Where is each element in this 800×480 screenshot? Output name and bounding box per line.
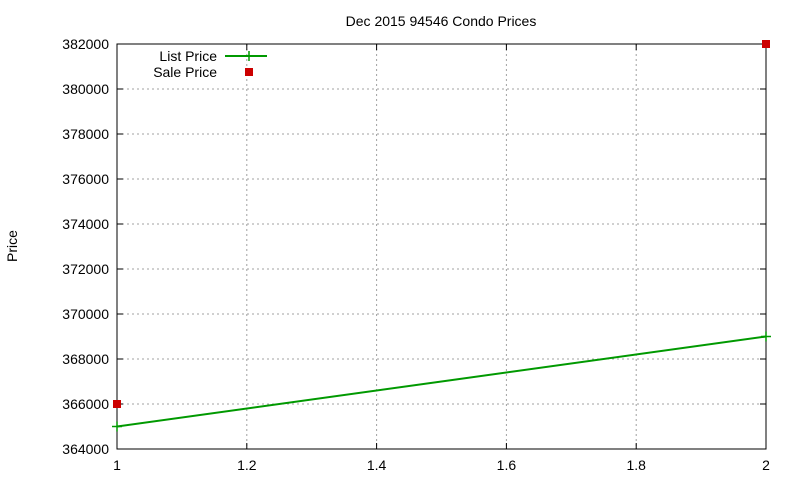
sale-price-point <box>113 400 121 408</box>
y-tick-label: 380000 <box>62 81 109 97</box>
x-tick-label: 1.8 <box>626 457 646 473</box>
x-tick-label: 1.4 <box>367 457 387 473</box>
y-tick-label: 364000 <box>62 441 109 457</box>
y-tick-label: 370000 <box>62 306 109 322</box>
y-tick-label: 376000 <box>62 171 109 187</box>
y-axis-label: Price <box>4 230 20 262</box>
list-price-point <box>112 421 122 432</box>
x-tick-label: 1 <box>113 457 121 473</box>
series-layer <box>112 40 771 432</box>
chart-title: Dec 2015 94546 Condo Prices <box>346 13 537 29</box>
grid <box>117 44 766 449</box>
y-tick-label: 374000 <box>62 216 109 232</box>
x-tick-label: 1.6 <box>497 457 517 473</box>
legend-label-list-price: List Price <box>159 48 217 64</box>
x-tick-label: 2 <box>762 457 770 473</box>
y-tick-label: 368000 <box>62 351 109 367</box>
y-tick-label: 378000 <box>62 126 109 142</box>
y-tick-label: 372000 <box>62 261 109 277</box>
list-price-point <box>761 331 771 342</box>
plot-frame <box>116 43 767 450</box>
axis-ticks: 1 1.2 1.4 1.6 1.8 2 364000 366000 368000 370000 37… <box>62 36 770 473</box>
sale-price-point <box>762 40 770 48</box>
list-price-line <box>116 335 767 428</box>
legend-marker-list-price <box>244 51 254 61</box>
x-tick-label: 1.2 <box>237 457 257 473</box>
y-tick-label: 382000 <box>62 36 109 52</box>
legend-marker-sale-price <box>245 68 253 76</box>
legend-label-sale-price: Sale Price <box>153 64 217 80</box>
y-tick-label: 366000 <box>62 396 109 412</box>
